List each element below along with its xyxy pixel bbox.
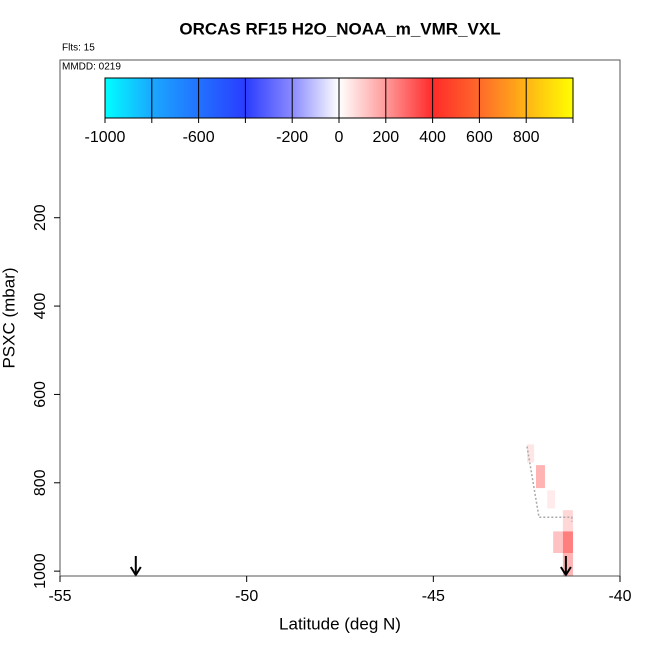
colorbar-tick-label: 400 xyxy=(419,129,446,146)
curtain-cell xyxy=(553,531,563,554)
curtain-cell xyxy=(562,553,573,576)
colorbar-tick-label: 800 xyxy=(513,129,540,146)
x-axis-label: Latitude (deg N) xyxy=(279,614,401,633)
colorbar-tick-label: -600 xyxy=(183,129,215,146)
curtain-cell xyxy=(547,490,556,509)
y-axis-label: PSXC (mbar) xyxy=(0,267,18,368)
curtain-cell xyxy=(536,465,545,489)
colorbar-tick-label: -200 xyxy=(276,129,308,146)
y-tick-label: 400 xyxy=(32,293,49,320)
chart-title: ORCAS RF15 H2O_NOAA_m_VMR_VXL xyxy=(179,19,500,38)
flights-label: Flts: 15 xyxy=(62,43,95,54)
arrow-head xyxy=(560,566,572,577)
curtain-cell xyxy=(527,444,535,463)
x-tick-label: -45 xyxy=(422,588,445,605)
x-tick-label: -50 xyxy=(235,588,258,605)
plot-frame xyxy=(59,59,621,577)
colorbar-tick-label: 0 xyxy=(335,129,344,146)
location-arrow xyxy=(560,556,572,577)
location-arrow xyxy=(129,556,142,577)
x-tick-label: -55 xyxy=(48,588,71,605)
colorbar-tick-label: -1000 xyxy=(85,129,126,146)
colorbar-tick-label: 600 xyxy=(466,129,493,146)
x-tick-label: -40 xyxy=(608,588,631,605)
date-label: MMDD: 0219 xyxy=(62,62,121,73)
curtain-cell xyxy=(562,510,573,532)
y-tick-label: 800 xyxy=(32,469,49,496)
flight-track xyxy=(526,446,573,522)
y-tick-label: 600 xyxy=(32,381,49,408)
arrow-head xyxy=(129,566,142,577)
colorbar-tick-label: 200 xyxy=(372,129,399,146)
y-tick-label: 1000 xyxy=(32,553,49,589)
y-tick-label: 200 xyxy=(32,204,49,231)
curtain-cell xyxy=(562,531,573,554)
